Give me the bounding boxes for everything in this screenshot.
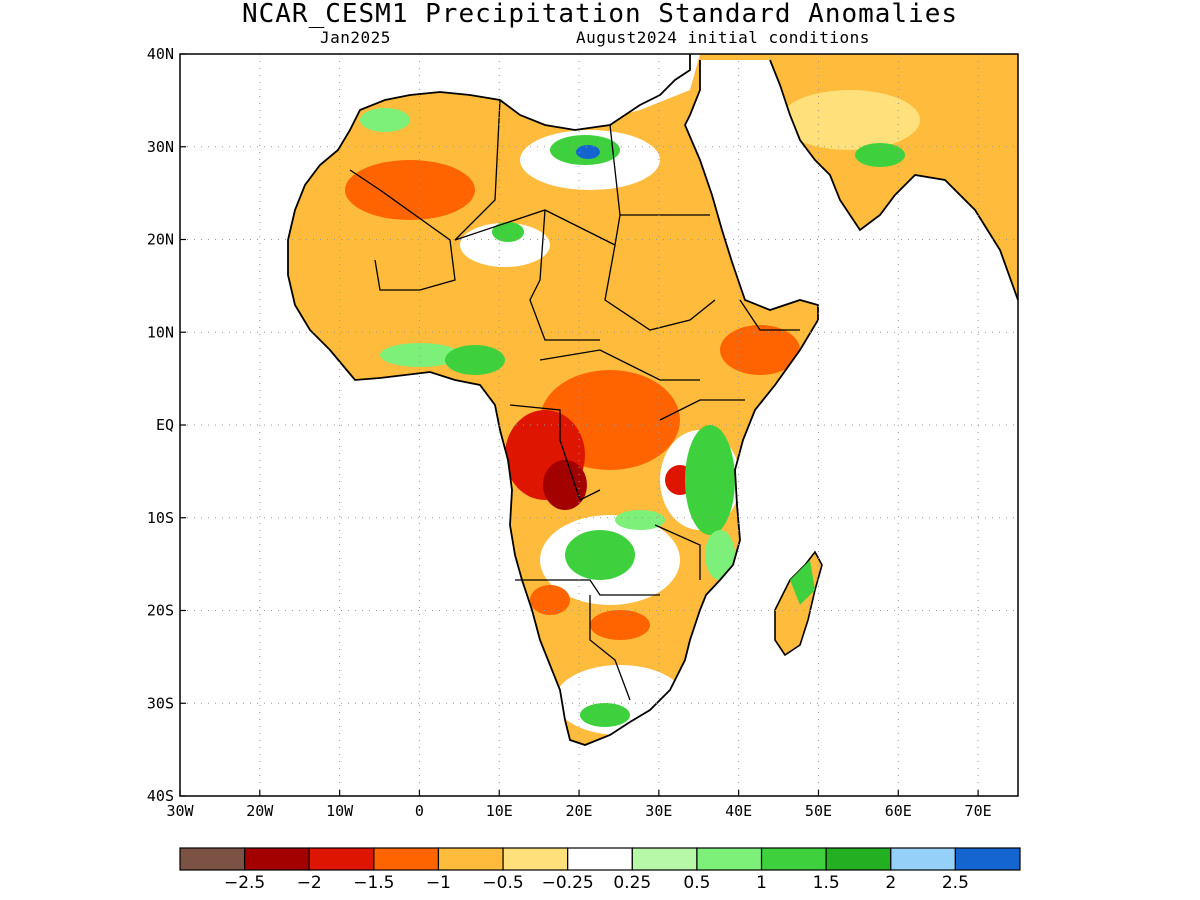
colorbar-swatch bbox=[890, 847, 956, 871]
colorbar-label: 2.5 bbox=[942, 873, 969, 893]
colorbar-swatch bbox=[825, 847, 892, 871]
colorbar-swatch bbox=[760, 847, 827, 871]
x-tick-label: 50E bbox=[805, 802, 832, 820]
coastline bbox=[287, 54, 1019, 746]
colorbar-swatch bbox=[631, 847, 698, 871]
colorbar-swatch bbox=[567, 847, 633, 871]
x-tick-label: 10E bbox=[486, 802, 513, 820]
colorbar-label: 0.25 bbox=[613, 873, 651, 893]
y-tick-label: 10N bbox=[147, 323, 174, 341]
country-borders bbox=[349, 99, 800, 701]
x-tick-label: 10W bbox=[326, 802, 354, 820]
y-tick-label: 30S bbox=[147, 694, 174, 712]
colorbar-swatch bbox=[437, 847, 504, 871]
gridlines bbox=[180, 54, 1018, 796]
colorbar-label: −2 bbox=[297, 873, 322, 893]
colorbar-label: 0.5 bbox=[683, 873, 710, 893]
colorbar-label: −2.5 bbox=[224, 873, 265, 893]
colorbar-label: −0.25 bbox=[542, 873, 594, 893]
y-tick-label: 20S bbox=[147, 602, 174, 620]
longitude-axis: 30W 20W 10W 0 10E 20E 30E 40E 50E 60E 70E bbox=[166, 790, 992, 820]
forecast-month: Jan2025 bbox=[320, 28, 391, 47]
x-tick-label: 20E bbox=[566, 802, 593, 820]
madagascar bbox=[774, 550, 823, 657]
colorbar-swatch bbox=[308, 847, 375, 871]
colorbar-label: 1 bbox=[756, 873, 767, 893]
colorbar-swatch bbox=[244, 847, 310, 871]
colorbar-label: −1.5 bbox=[353, 873, 394, 893]
colorbar-swatch bbox=[954, 847, 1021, 871]
anomaly-field bbox=[180, 54, 1018, 745]
y-tick-label: 40S bbox=[147, 787, 174, 805]
latitude-axis: 40N 30N 20N 10N EQ 10S 20S 30S 40S bbox=[147, 45, 186, 805]
colorbar-label: 2 bbox=[885, 873, 896, 893]
x-tick-label: 40E bbox=[725, 802, 752, 820]
initial-conditions: August2024 initial conditions bbox=[576, 28, 870, 47]
x-tick-label: 70E bbox=[965, 802, 992, 820]
colorbar-label: 1.5 bbox=[813, 873, 840, 893]
x-tick-label: 0 bbox=[415, 802, 424, 820]
colorbar-swatch bbox=[179, 847, 246, 871]
y-tick-label: 30N bbox=[147, 138, 174, 156]
y-tick-label: 10S bbox=[147, 509, 174, 527]
colorbar-swatch bbox=[502, 847, 569, 871]
y-tick-label: 20N bbox=[147, 231, 174, 249]
y-tick-label: 40N bbox=[147, 45, 174, 63]
colorbar: −2.5 −2 −1.5 −1 −0.5 −0.25 0.25 0.5 1 1.5 2 2.5 bbox=[179, 847, 1021, 893]
chart-title: NCAR_CESM1 Precipitation Standard Anomal… bbox=[241, 0, 959, 29]
x-tick-label: 60E bbox=[885, 802, 912, 820]
x-tick-label: 20W bbox=[246, 802, 274, 820]
x-tick-label: 30E bbox=[645, 802, 672, 820]
colorbar-label: −1 bbox=[426, 873, 451, 893]
colorbar-swatch bbox=[696, 847, 763, 871]
y-tick-label: EQ bbox=[156, 416, 174, 434]
x-tick-label: 30W bbox=[166, 802, 194, 820]
colorbar-label: −0.5 bbox=[482, 873, 523, 893]
colorbar-swatch bbox=[373, 847, 440, 871]
